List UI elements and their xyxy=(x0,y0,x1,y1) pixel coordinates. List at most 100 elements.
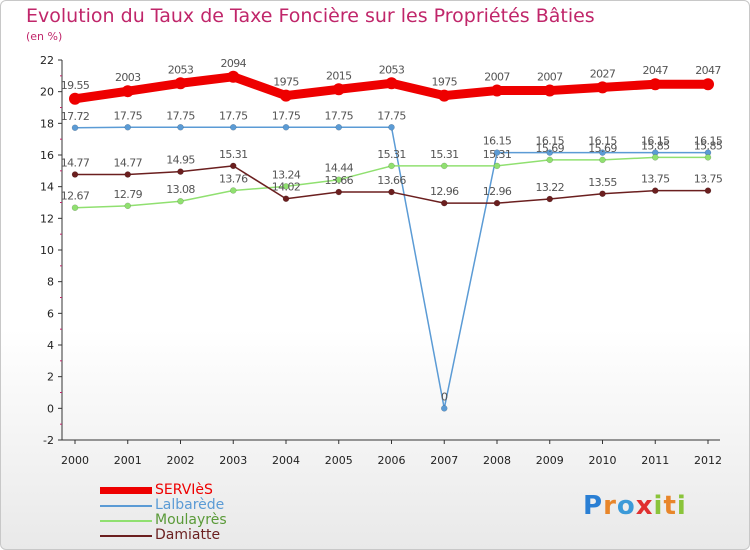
legend-label-moulayres: Moulayrès xyxy=(155,512,227,528)
legend-label-damiatte: Damiatte xyxy=(155,527,221,543)
data-label: 14.95 xyxy=(166,154,195,167)
data-point xyxy=(599,149,606,156)
data-label: 12.67 xyxy=(61,190,90,203)
data-point xyxy=(335,124,342,131)
data-label: 16.15 xyxy=(641,135,670,148)
data-point xyxy=(124,202,131,210)
y-tick-label: 2 xyxy=(47,371,54,384)
data-label: 15.85 xyxy=(641,139,670,152)
data-label: 19.55 xyxy=(61,79,90,92)
x-tick-label: 2000 xyxy=(61,454,89,467)
data-point xyxy=(546,156,553,164)
data-label: 2007 xyxy=(484,71,510,84)
data-point xyxy=(124,124,131,131)
data-point xyxy=(71,124,79,132)
data-label: 16.15 xyxy=(536,135,565,148)
y-tick-label: 6 xyxy=(47,307,54,320)
data-point xyxy=(177,124,184,131)
data-point xyxy=(546,195,553,203)
proxiti-logo: Proxiti xyxy=(583,491,687,521)
data-label: 15.31 xyxy=(219,148,248,161)
data-label: 13.75 xyxy=(641,173,670,186)
data-point xyxy=(335,176,342,183)
data-label: 2047 xyxy=(695,64,721,77)
data-label: 13.55 xyxy=(588,176,617,189)
data-label: 14.44 xyxy=(325,162,354,175)
data-label: 2003 xyxy=(115,71,141,84)
data-point xyxy=(332,83,345,96)
data-label: 17.75 xyxy=(377,109,406,122)
series-line-1 xyxy=(74,126,709,410)
data-point xyxy=(599,190,606,198)
data-point xyxy=(121,85,134,98)
data-label: 17.75 xyxy=(166,109,195,122)
data-label: 2015 xyxy=(326,69,352,82)
data-label: 12.79 xyxy=(114,188,143,201)
data-label: 16.15 xyxy=(588,135,617,148)
data-label: 14.02 xyxy=(272,181,301,194)
data-point xyxy=(230,187,237,194)
data-point xyxy=(388,188,395,196)
data-point xyxy=(280,89,292,102)
logo-letter: P xyxy=(583,491,604,521)
data-label: 15.85 xyxy=(694,139,723,152)
logo-letter: o xyxy=(616,491,636,521)
data-point xyxy=(227,70,240,83)
legend-swatch-moulayres xyxy=(100,520,152,522)
data-point xyxy=(493,149,501,156)
y-tick-label: 16 xyxy=(40,149,54,162)
data-label: 17.75 xyxy=(325,109,354,122)
legend-label-servies: SERVIèS xyxy=(155,482,213,498)
data-point xyxy=(69,92,81,105)
x-tick-label: 2001 xyxy=(114,454,142,467)
x-tick-label: 2004 xyxy=(272,454,300,467)
data-point xyxy=(438,89,451,102)
data-label: 13.66 xyxy=(325,174,354,187)
y-tick-label: 4 xyxy=(47,339,54,352)
data-label: 16.15 xyxy=(694,135,723,148)
data-point xyxy=(230,162,237,170)
data-point xyxy=(491,84,503,97)
data-point xyxy=(385,77,398,90)
data-label: 14.77 xyxy=(61,156,90,169)
y-tick-label: 22 xyxy=(40,54,54,67)
data-point xyxy=(599,156,606,164)
data-point xyxy=(493,199,501,207)
data-label: 15.69 xyxy=(588,142,617,155)
data-label: 17.75 xyxy=(114,109,143,122)
data-label: 13.22 xyxy=(536,181,565,194)
x-tick-label: 2005 xyxy=(325,454,353,467)
x-tick-label: 2002 xyxy=(167,454,195,467)
data-label: 1975 xyxy=(273,76,299,89)
data-point xyxy=(230,124,237,131)
logo-letter: x xyxy=(635,491,654,521)
legend-swatch-damiatte xyxy=(100,535,152,537)
data-label: 1975 xyxy=(431,76,457,89)
data-label: 16.15 xyxy=(483,135,512,148)
x-tick-label: 2012 xyxy=(694,454,722,467)
data-label: 12.96 xyxy=(430,185,459,198)
data-label: 0 xyxy=(441,390,448,403)
data-point xyxy=(546,149,553,156)
data-point xyxy=(388,162,395,170)
data-label: 2094 xyxy=(220,57,246,70)
data-point xyxy=(596,81,609,94)
y-tick-label: 18 xyxy=(40,117,54,130)
chart-unit-label: (en %) xyxy=(26,30,63,43)
x-tick-label: 2003 xyxy=(219,454,247,467)
data-point xyxy=(335,188,342,196)
y-tick-label: 8 xyxy=(47,276,54,289)
data-point xyxy=(282,124,290,131)
legend-label-lalbarede: Lalbarède xyxy=(155,497,225,513)
data-point xyxy=(124,171,131,178)
data-point xyxy=(493,162,501,170)
data-point xyxy=(177,168,184,175)
x-tick-label: 2011 xyxy=(641,454,669,467)
data-point xyxy=(71,171,79,178)
x-tick-label: 2009 xyxy=(536,454,564,467)
data-point xyxy=(441,199,448,207)
data-point xyxy=(388,124,395,131)
data-label: 13.08 xyxy=(166,183,195,196)
data-point xyxy=(441,405,448,412)
data-label: 17.75 xyxy=(272,109,301,122)
